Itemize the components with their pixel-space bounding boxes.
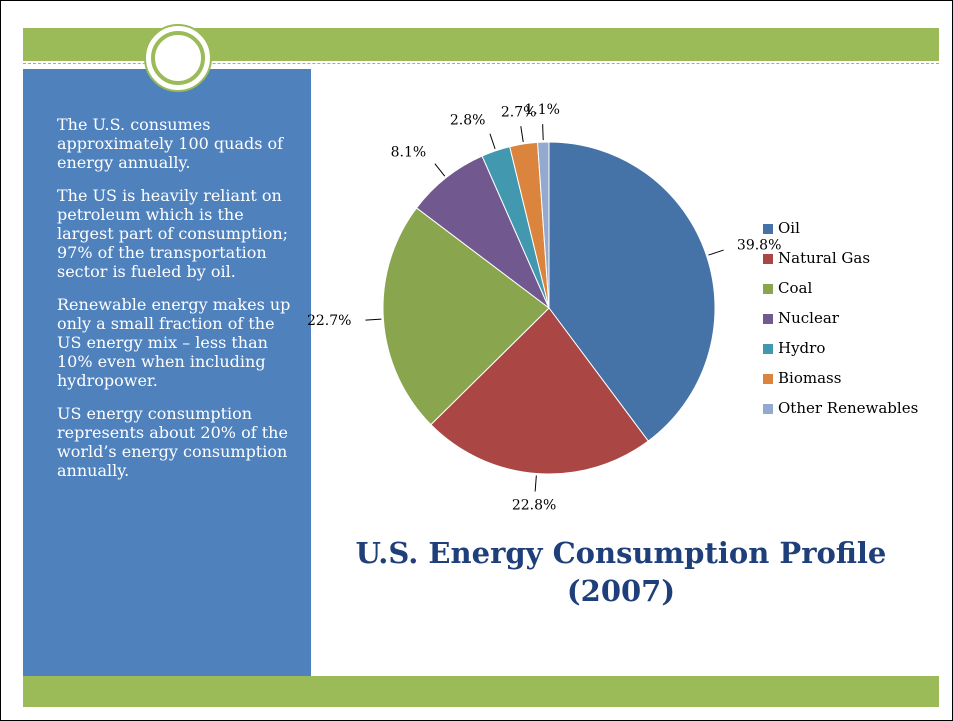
ornament-ring	[151, 31, 205, 85]
legend-label: Hydro	[778, 339, 825, 357]
data-label: 8.1%	[391, 145, 427, 161]
sidebar: The U.S. consumes approximately 100 quad…	[23, 69, 311, 676]
sidebar-paragraph: The US is heavily reliant on petroleum w…	[57, 186, 289, 281]
pie-slice	[382, 207, 550, 426]
legend-swatch	[763, 254, 773, 264]
sidebar-paragraph: US energy consumption represents about 2…	[57, 404, 288, 480]
sidebar-paragraph: The U.S. consumes approximately 100 quad…	[57, 115, 284, 172]
leader-line	[542, 124, 544, 141]
data-label: 39.8%	[737, 238, 781, 254]
bottom-band	[23, 676, 939, 707]
pie-slice	[537, 141, 550, 309]
legend-label: Coal	[778, 279, 812, 297]
leader-line	[534, 475, 537, 492]
sidebar-text: The U.S. consumes approximately 100 quad…	[23, 69, 311, 480]
legend-swatch	[763, 224, 773, 234]
leader-line	[434, 163, 446, 177]
chart-title: U.S. Energy Consumption Profile (2007)	[355, 536, 887, 608]
pie-slice	[430, 307, 649, 475]
leader-line	[365, 318, 382, 321]
legend-label: Biomass	[778, 369, 841, 387]
legend-label: Natural Gas	[778, 249, 870, 267]
leader-line	[489, 133, 496, 150]
legend-swatch	[763, 284, 773, 294]
data-label: 22.7%	[307, 313, 351, 329]
legend-label: Nuclear	[778, 309, 840, 327]
legend-swatch	[763, 314, 773, 324]
legend-label: Oil	[778, 219, 800, 237]
data-label: 2.7%	[501, 104, 537, 120]
data-label: 1.1%	[524, 102, 560, 118]
pie-slice	[548, 141, 716, 442]
legend-label: Other Renewables	[778, 399, 918, 417]
divider	[23, 63, 939, 64]
legend-swatch	[763, 374, 773, 384]
leader-line	[520, 126, 524, 143]
data-label: 2.8%	[450, 112, 486, 128]
legend-swatch	[763, 404, 773, 414]
leader-line	[708, 249, 724, 256]
sidebar-paragraph: Renewable energy makes up only a small f…	[57, 295, 291, 390]
data-label: 22.8%	[512, 497, 556, 513]
legend-swatch	[763, 344, 773, 354]
